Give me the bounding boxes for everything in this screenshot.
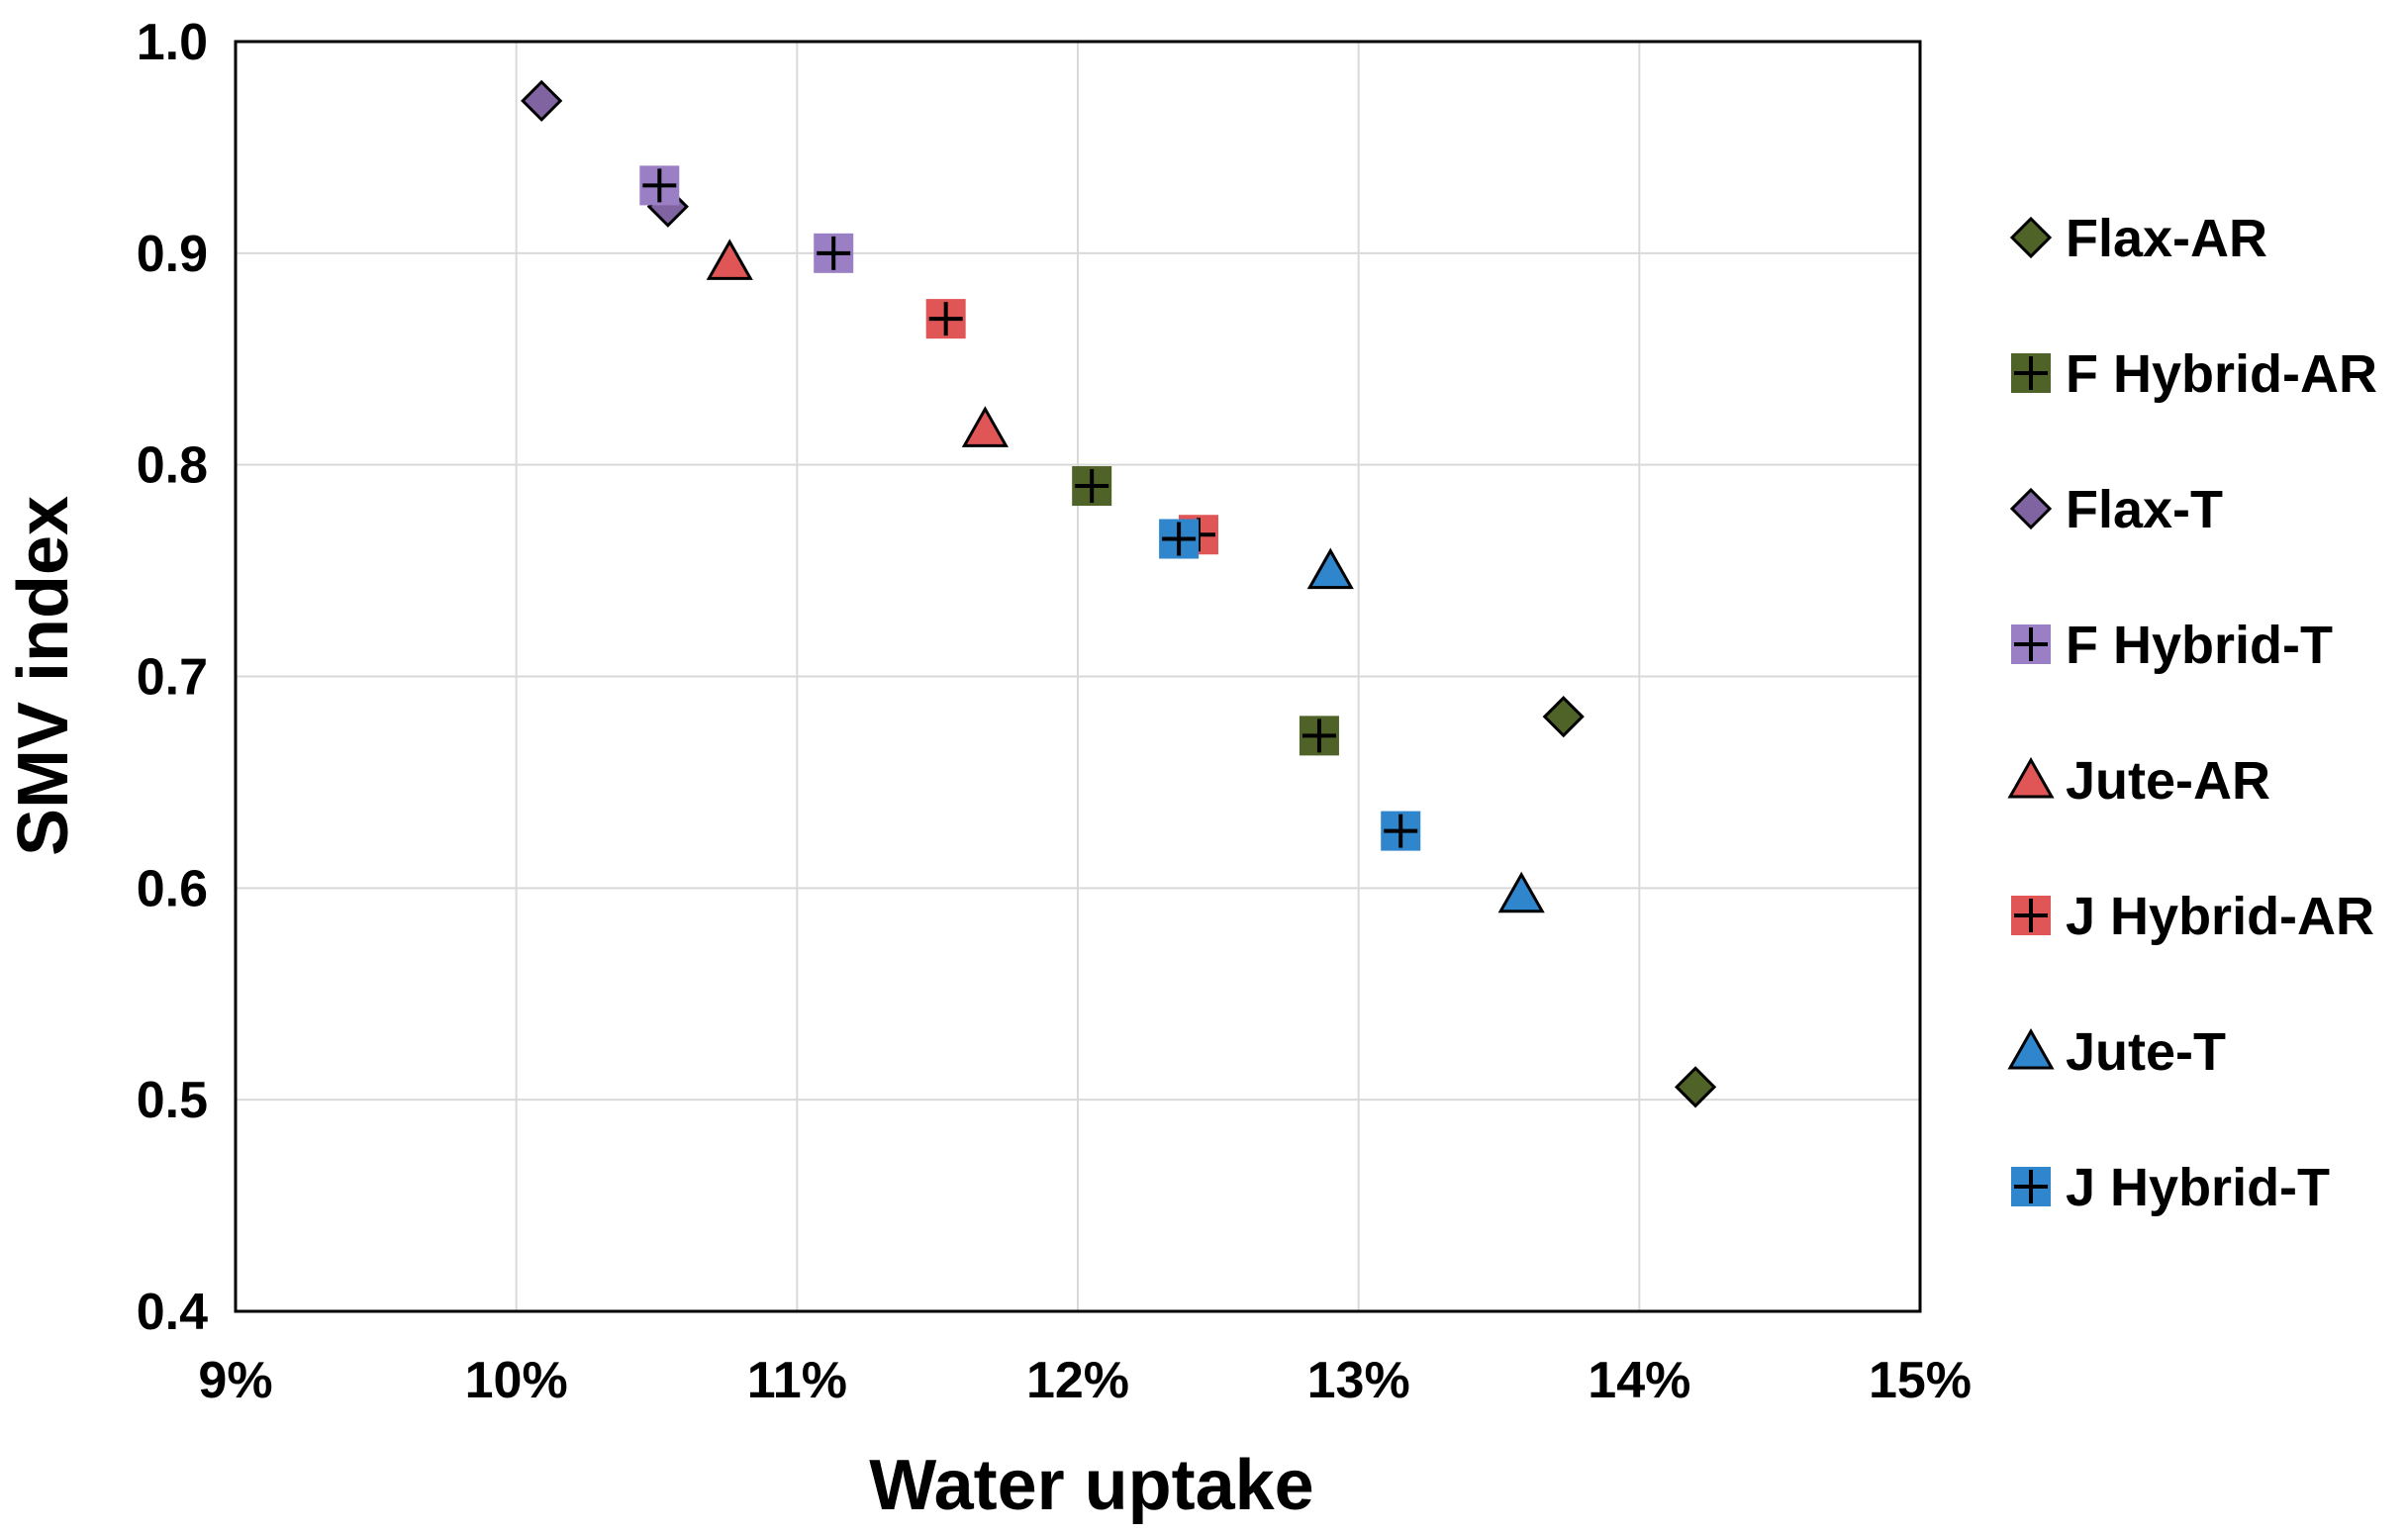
data-point-f-hybrid-ar — [1072, 466, 1112, 507]
legend-label-f-hybrid-t: F Hybrid-T — [2066, 616, 2333, 675]
y-tick-label: 0.7 — [137, 649, 208, 707]
legend-item-f-hybrid-ar: F Hybrid-AR — [2011, 344, 2377, 404]
data-point-flax-t — [521, 79, 563, 122]
data-point-flax-ar — [1674, 1066, 1717, 1108]
y-tick-label: 0.8 — [137, 437, 208, 495]
data-point-j-hybrid-t — [1381, 811, 1421, 851]
legend-item-jute-ar: Jute-AR — [2007, 751, 2270, 811]
legend-item-flax-ar: Flax-AR — [2009, 209, 2267, 268]
x-axis-title: Water uptake — [869, 1446, 1313, 1525]
legend-label-f-hybrid-ar: F Hybrid-AR — [2066, 344, 2377, 404]
legend-marker-flax-ar — [2009, 216, 2053, 259]
legend-label-j-hybrid-ar: J Hybrid-AR — [2066, 887, 2374, 946]
y-tick-label: 0.6 — [137, 860, 208, 917]
data-point-j-hybrid-t — [1159, 519, 1200, 559]
plot-frame — [234, 40, 1922, 1313]
data-point-jute-ar — [961, 406, 1009, 447]
data-point-jute-ar — [706, 239, 753, 280]
y-axis-title: SMV index — [4, 496, 83, 856]
y-tick-label: 0.4 — [137, 1284, 208, 1341]
y-tick-labels: 0.4 0.5 0.6 0.7 0.8 0.9 1.0 — [137, 14, 208, 1341]
data-point-jute-t — [1497, 871, 1545, 913]
x-tick-label: 12% — [1026, 1352, 1129, 1409]
legend-item-j-hybrid-t: J Hybrid-T — [2011, 1158, 2330, 1217]
x-tick-label: 14% — [1588, 1352, 1690, 1409]
x-tick-label: 9% — [198, 1352, 272, 1409]
legend-label-jute-t: Jute-T — [2066, 1022, 2226, 1082]
legend-marker-flax-t — [2009, 487, 2053, 530]
data-point-f-hybrid-ar — [1299, 716, 1339, 756]
data-point-flax-ar — [1542, 696, 1585, 738]
grid-lines — [236, 42, 1920, 1311]
data-point-jute-t — [1306, 547, 1354, 590]
legend-item-j-hybrid-ar: J Hybrid-AR — [2011, 887, 2374, 946]
x-tick-label: 13% — [1307, 1352, 1410, 1409]
y-tick-label: 0.9 — [137, 226, 208, 283]
x-tick-label: 10% — [465, 1352, 568, 1409]
data-point-f-hybrid-t — [639, 165, 680, 206]
legend-marker-j-hybrid-t — [2011, 1167, 2051, 1206]
data-point-j-hybrid-ar — [925, 299, 966, 339]
legend-marker-j-hybrid-ar — [2011, 896, 2051, 935]
legend-item-jute-t: Jute-T — [2007, 1022, 2226, 1082]
legend-label-flax-t: Flax-T — [2066, 480, 2223, 539]
legend-marker-jute-ar — [2007, 756, 2055, 799]
legend-label-flax-ar: Flax-AR — [2066, 209, 2267, 268]
x-tick-label: 15% — [1869, 1352, 1972, 1409]
legend-marker-jute-t — [2007, 1027, 2055, 1070]
legend-item-f-hybrid-t: F Hybrid-T — [2011, 616, 2333, 675]
x-tick-labels: 9% 10% 11% 12% 13% 14% 15% — [198, 1352, 1972, 1409]
y-tick-label: 0.5 — [137, 1072, 208, 1129]
legend: Flax-AR F Hybrid-AR Flax-T F Hybrid-T Jute-A… — [2007, 209, 2377, 1217]
legend-marker-f-hybrid-ar — [2011, 353, 2051, 393]
data-points — [521, 79, 1717, 1108]
data-point-f-hybrid-t — [814, 233, 854, 273]
x-tick-label: 11% — [747, 1352, 847, 1409]
legend-label-j-hybrid-t: J Hybrid-T — [2066, 1158, 2330, 1217]
legend-marker-f-hybrid-t — [2011, 624, 2051, 664]
y-tick-label: 1.0 — [137, 14, 208, 71]
legend-label-jute-ar: Jute-AR — [2066, 751, 2270, 811]
legend-item-flax-t: Flax-T — [2009, 480, 2223, 539]
